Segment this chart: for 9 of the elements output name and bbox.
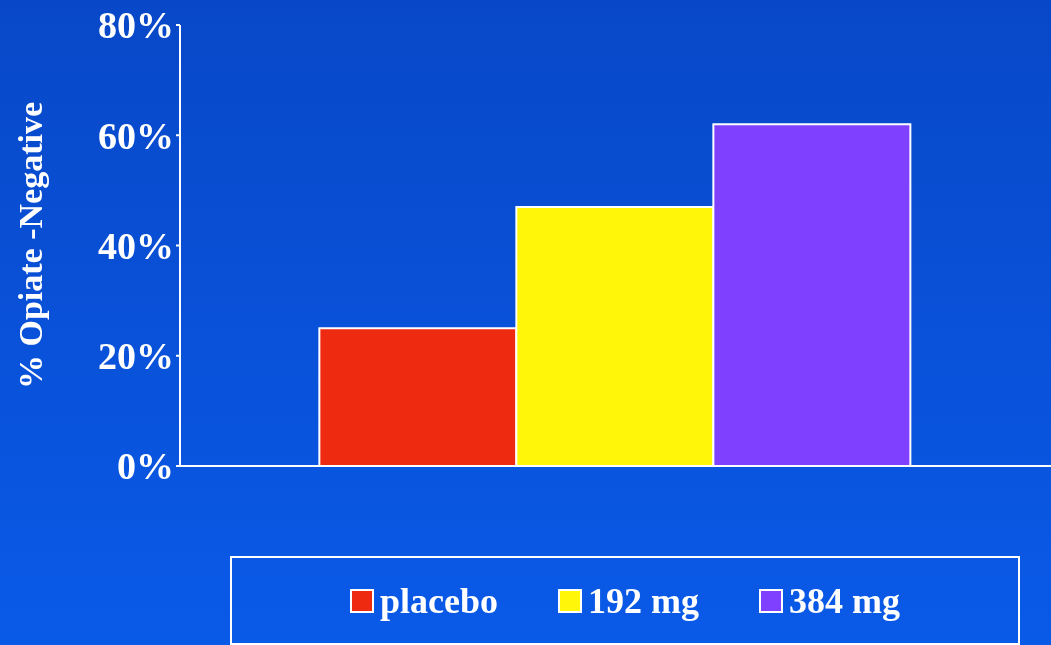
legend-label: placebo <box>379 579 498 622</box>
y-tick-label: 20% <box>98 335 174 378</box>
y-tick-label: 80% <box>98 4 174 47</box>
y-tick-label: 0% <box>117 445 174 488</box>
legend-label: 384 mg <box>789 579 900 622</box>
y-axis-title: % Opiate -Negative <box>12 101 50 390</box>
legend-label: 192 mg <box>588 579 699 622</box>
y-tick-label: 60% <box>98 114 174 157</box>
y-tick-label: 40% <box>98 224 174 267</box>
